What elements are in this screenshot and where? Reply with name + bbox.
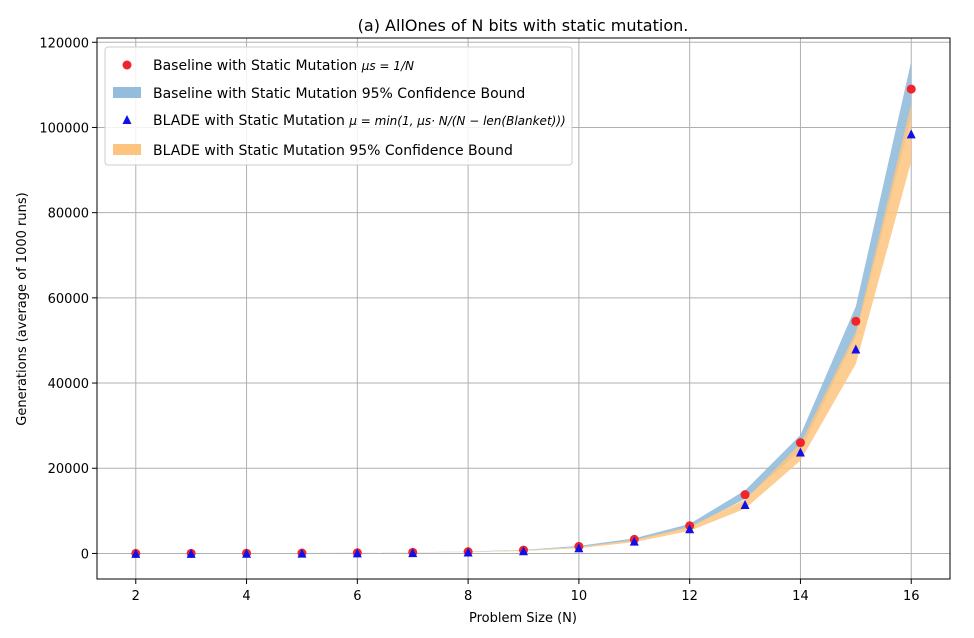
baseline-point xyxy=(795,438,805,448)
y-tick-label: 40000 xyxy=(48,377,89,392)
y-axis-title: Generations (average of 1000 runs) xyxy=(15,192,30,425)
y-tick-label: 80000 xyxy=(48,207,89,222)
data-markers xyxy=(131,84,916,558)
blade-point xyxy=(906,129,916,139)
legend-entry-blade-prefix: BLADE with Static Mutation xyxy=(153,113,349,129)
blade-point xyxy=(519,546,528,556)
y-tick-label: 120000 xyxy=(39,36,89,51)
legend-marker-blade xyxy=(122,115,132,124)
blade-point xyxy=(408,548,418,558)
blade-point xyxy=(131,548,141,558)
blade-point xyxy=(851,344,861,354)
chart-title: (a) AllOnes of N bits with static mutati… xyxy=(358,16,689,35)
legend-entry-baseline-prefix: Baseline with Static Mutation xyxy=(153,58,362,74)
y-tick-label: 0 xyxy=(81,547,89,562)
blade-point xyxy=(297,548,307,558)
legend-frame xyxy=(104,46,573,166)
x-tick-label: 10 xyxy=(571,589,588,604)
legend-swatch-baseline-band xyxy=(113,87,141,98)
legend-entry-baseline: Baseline with Static Mutation μs = 1/N xyxy=(153,58,414,74)
legend: Baseline with Static Mutation μs = 1/N B… xyxy=(104,46,573,166)
legend-entry-blade: BLADE with Static Mutation μ = min(1, μs… xyxy=(153,113,566,129)
baseline-point xyxy=(906,84,916,94)
baseline-point xyxy=(740,490,750,500)
plot-frame xyxy=(96,37,951,580)
legend-entry-blade-math: μ = min(1, μs· N/(N − len(Blanket))) xyxy=(348,114,565,128)
y-axis-ticks: 0 20000 40000 60000 80000 100000 120000 xyxy=(39,36,97,562)
legend-entry-blade-band: BLADE with Static Mutation 95% Confidenc… xyxy=(153,143,513,159)
y-tick-label: 20000 xyxy=(48,462,89,477)
blade-point xyxy=(574,543,584,553)
y-tick-label: 100000 xyxy=(39,121,89,136)
x-tick-label: 6 xyxy=(353,589,361,604)
x-tick-label: 4 xyxy=(242,589,250,604)
blade-point xyxy=(740,499,750,509)
x-tick-label: 2 xyxy=(132,589,140,604)
blade-point xyxy=(629,536,639,546)
baseline-point xyxy=(851,316,861,326)
blade-point xyxy=(186,548,196,558)
blade-point xyxy=(352,548,362,558)
x-axis-ticks: 2 4 6 8 10 12 14 16 xyxy=(132,579,920,604)
legend-marker-baseline xyxy=(122,60,132,70)
legend-entry-baseline-math: μs = 1/N xyxy=(361,59,414,73)
x-tick-label: 8 xyxy=(464,589,472,604)
blade-point xyxy=(795,447,805,457)
y-tick-label: 60000 xyxy=(48,292,89,307)
legend-entry-baseline-band: Baseline with Static Mutation 95% Confid… xyxy=(153,86,525,102)
blade-point xyxy=(463,547,473,557)
x-axis-title: Problem Size (N) xyxy=(469,611,577,626)
blade-point xyxy=(685,524,695,534)
blade-point xyxy=(242,548,252,558)
legend-swatch-blade-band xyxy=(113,144,141,155)
x-tick-label: 14 xyxy=(792,589,809,604)
x-tick-label: 16 xyxy=(903,589,920,604)
x-tick-label: 12 xyxy=(681,589,698,604)
